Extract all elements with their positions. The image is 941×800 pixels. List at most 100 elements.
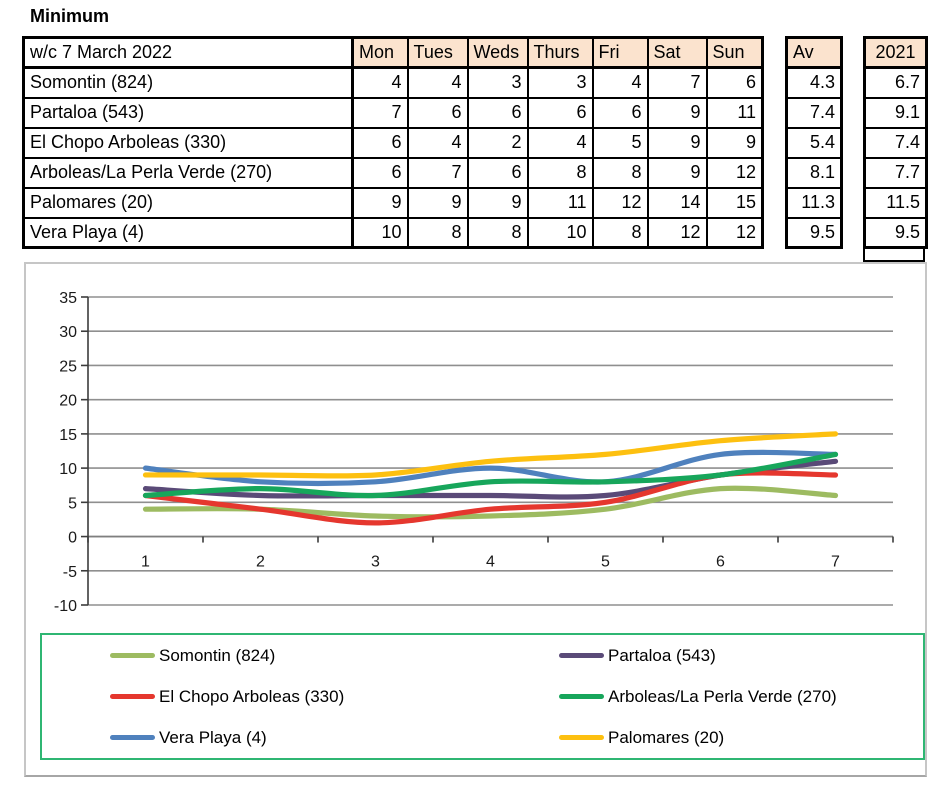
value-cell[interactable]: 7 <box>646 66 708 99</box>
value-cell[interactable]: 9 <box>705 126 764 159</box>
y-axis-label: 0 <box>68 530 77 547</box>
value-cell[interactable]: 12 <box>646 216 708 249</box>
value-cell[interactable]: 6 <box>466 156 529 189</box>
year-header-row: 2021 <box>863 36 928 69</box>
value-cell[interactable]: 9 <box>646 156 708 189</box>
y-axis-label: 10 <box>59 461 77 478</box>
series-line-palomares-20 <box>142 431 839 479</box>
value-cell[interactable]: 8 <box>406 216 469 249</box>
year-2021-cell[interactable]: 9.1 <box>863 96 928 129</box>
day-header-cell[interactable]: Weds <box>466 36 529 69</box>
day-header-cell[interactable]: Tues <box>406 36 469 69</box>
legend-swatch-partaloa-icon <box>559 653 604 658</box>
value-cell[interactable]: 7 <box>406 156 469 189</box>
legend-item-arboleas-la-perla-verde: Arboleas/La Perla Verde (270) <box>559 687 837 707</box>
average-cell[interactable]: 8.1 <box>785 156 843 189</box>
av-row: 5.4 <box>785 126 843 159</box>
av-row: 4.3 <box>785 66 843 99</box>
value-cell[interactable]: 6 <box>466 96 529 129</box>
x-axis-label: 4 <box>486 554 495 571</box>
row-label-cell[interactable]: Vera Playa (4) <box>22 216 354 249</box>
value-cell[interactable]: 6 <box>705 66 764 99</box>
row-label-cell[interactable]: Somontin (824) <box>22 66 354 99</box>
day-header-cell[interactable]: Thurs <box>526 36 594 69</box>
value-cell[interactable]: 6 <box>351 156 409 189</box>
value-cell[interactable]: 9 <box>406 186 469 219</box>
value-cell[interactable]: 7 <box>351 96 409 129</box>
day-header-cell[interactable]: Fri <box>591 36 649 69</box>
series-line-vera-playa-4 <box>142 449 839 487</box>
value-cell[interactable]: 9 <box>646 96 708 129</box>
value-cell[interactable]: 4 <box>351 66 409 99</box>
year-2021-cell[interactable]: 11.5 <box>863 186 928 219</box>
value-cell[interactable]: 11 <box>705 96 764 129</box>
value-cell[interactable]: 4 <box>406 66 469 99</box>
value-cell[interactable]: 12 <box>705 156 764 189</box>
av-row: 7.4 <box>785 96 843 129</box>
y-axis-label: 25 <box>59 358 77 375</box>
average-cell[interactable]: 7.4 <box>785 96 843 129</box>
value-cell[interactable]: 4 <box>526 126 594 159</box>
year-2021-cell[interactable]: 7.4 <box>863 126 928 159</box>
row-label-cell[interactable]: El Chopo Arboleas (330) <box>22 126 354 159</box>
value-cell[interactable]: 2 <box>466 126 529 159</box>
chart-plot-area: 35 30 25 20 15 10 5 0 -5 -10 1 2 3 4 5 6 7 <box>54 290 894 615</box>
year-2021-cell[interactable]: 9.5 <box>863 216 928 249</box>
average-cell[interactable]: 9.5 <box>785 216 843 249</box>
value-cell[interactable]: 6 <box>351 126 409 159</box>
legend-label: Arboleas/La Perla Verde (270) <box>608 686 837 706</box>
year-2021-header-cell[interactable]: 2021 <box>863 36 928 69</box>
x-axis-label: 7 <box>831 554 840 571</box>
legend-column-right: Partaloa (543) Arboleas/La Perla Verde (… <box>559 635 837 758</box>
table-row: Somontin (824) 4 4 3 3 4 7 6 <box>22 66 764 99</box>
value-cell[interactable]: 15 <box>705 186 764 219</box>
value-cell[interactable]: 9 <box>351 186 409 219</box>
value-cell[interactable]: 12 <box>705 216 764 249</box>
series-line-arboleas-la-perla-verde-270 <box>142 451 839 499</box>
year-2021-cell[interactable]: 7.7 <box>863 156 928 189</box>
value-cell[interactable]: 9 <box>466 186 529 219</box>
value-cell[interactable]: 3 <box>526 66 594 99</box>
average-cell[interactable]: 11.3 <box>785 186 843 219</box>
week-commencing-header-cell[interactable]: w/c 7 March 2022 <box>22 36 354 69</box>
value-cell[interactable]: 12 <box>591 186 649 219</box>
row-label-cell[interactable]: Palomares (20) <box>22 186 354 219</box>
x-axis-label: 2 <box>256 554 265 571</box>
value-cell[interactable]: 8 <box>591 216 649 249</box>
y-axis-label: 30 <box>59 324 77 341</box>
day-header-cell[interactable]: Sat <box>646 36 708 69</box>
value-cell[interactable]: 14 <box>646 186 708 219</box>
average-cell[interactable]: 5.4 <box>785 126 843 159</box>
value-cell[interactable]: 9 <box>646 126 708 159</box>
x-axis-label: 1 <box>141 554 150 571</box>
row-label-cell[interactable]: Partaloa (543) <box>22 96 354 129</box>
year-row: 11.5 <box>863 186 928 219</box>
value-cell[interactable]: 6 <box>526 96 594 129</box>
value-cell[interactable]: 6 <box>591 96 649 129</box>
value-cell[interactable]: 8 <box>591 156 649 189</box>
value-cell[interactable]: 6 <box>406 96 469 129</box>
y-axis-label: -5 <box>63 564 77 581</box>
day-header-cell[interactable]: Sun <box>705 36 764 69</box>
legend-label: Palomares (20) <box>608 727 725 747</box>
year-2021-partial-cell <box>863 249 925 262</box>
legend-swatch-vera-playa-icon <box>110 735 155 740</box>
year-2021-cell[interactable]: 6.7 <box>863 66 928 99</box>
value-cell[interactable]: 4 <box>406 126 469 159</box>
day-header-cell[interactable]: Mon <box>351 36 409 69</box>
average-cell[interactable]: 4.3 <box>785 66 843 99</box>
line-chart[interactable]: 35 30 25 20 15 10 5 0 -5 -10 1 2 3 4 5 6 7 Somontin (824… <box>24 262 927 777</box>
value-cell[interactable]: 11 <box>526 186 594 219</box>
value-cell[interactable]: 8 <box>466 216 529 249</box>
value-cell[interactable]: 4 <box>591 66 649 99</box>
table-header-row: w/c 7 March 2022 Mon Tues Weds Thurs Fri Sat S… <box>22 36 764 69</box>
value-cell[interactable]: 5 <box>591 126 649 159</box>
row-label-cell[interactable]: Arboleas/La Perla Verde (270) <box>22 156 354 189</box>
table-row: El Chopo Arboleas (330) 6 4 2 4 5 9 9 <box>22 126 764 159</box>
value-cell[interactable]: 3 <box>466 66 529 99</box>
legend-swatch-somontin-icon <box>110 653 155 658</box>
value-cell[interactable]: 10 <box>526 216 594 249</box>
value-cell[interactable]: 10 <box>351 216 409 249</box>
av-header-cell[interactable]: Av <box>785 36 843 69</box>
value-cell[interactable]: 8 <box>526 156 594 189</box>
